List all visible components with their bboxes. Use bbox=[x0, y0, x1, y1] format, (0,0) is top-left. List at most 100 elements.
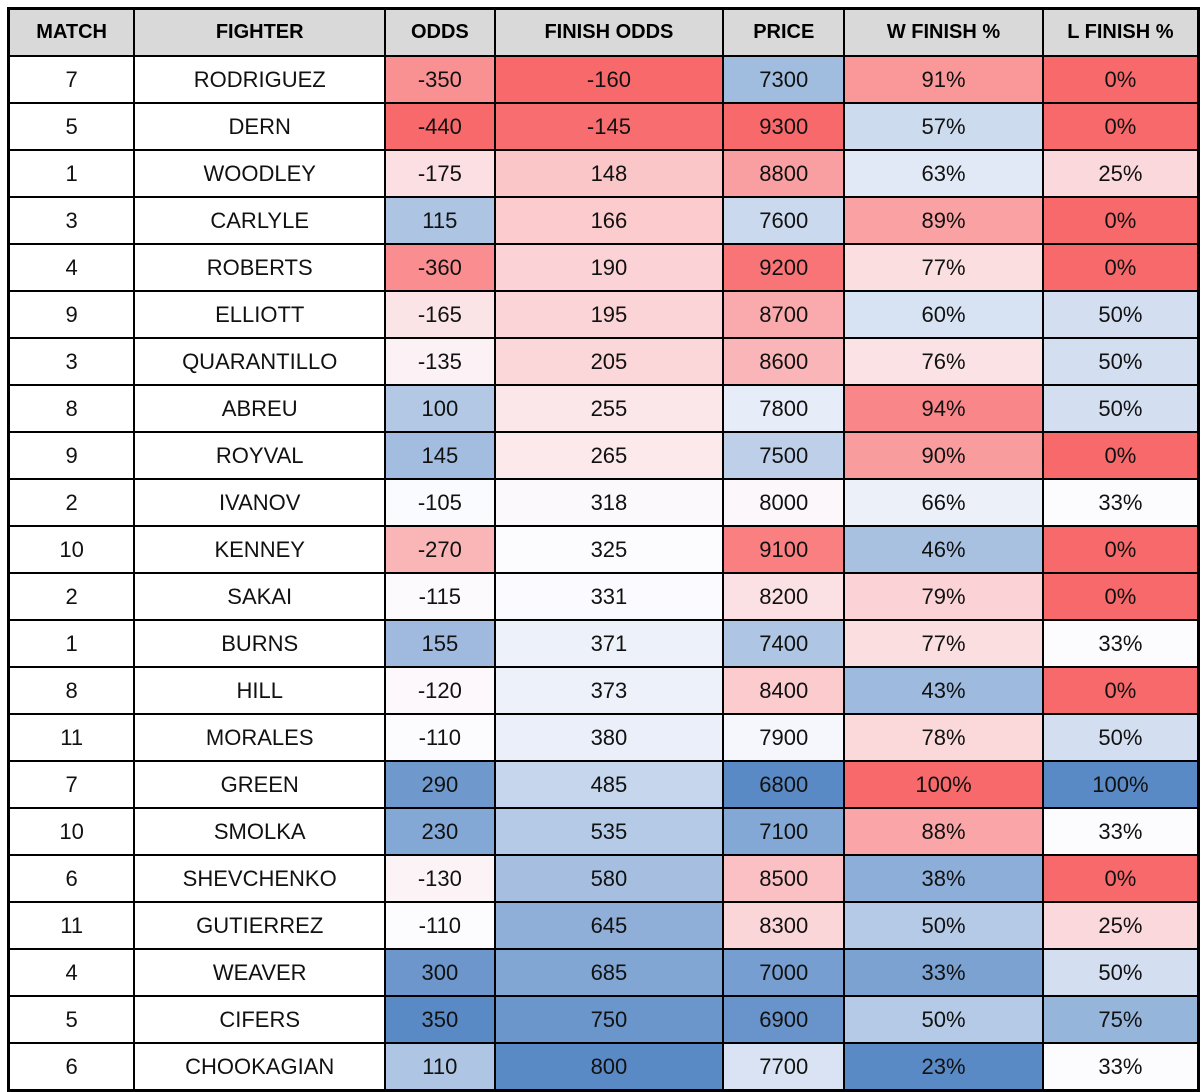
cell-match: 3 bbox=[7, 196, 136, 245]
cell-l_finish_pct: 25% bbox=[1041, 901, 1200, 950]
cell-price: 7300 bbox=[722, 55, 846, 104]
cell-fighter: ELLIOTT bbox=[133, 290, 387, 339]
cell-price: 7500 bbox=[722, 431, 846, 480]
cell-finish_odds: 750 bbox=[493, 995, 725, 1044]
cell-w_finish_pct: 88% bbox=[843, 807, 1044, 856]
cell-l_finish_pct: 0% bbox=[1041, 102, 1200, 151]
cell-fighter: QUARANTILLO bbox=[133, 337, 387, 386]
table-row: 8 HILL -120 373 8400 43% 0% bbox=[7, 666, 1200, 715]
cell-w_finish_pct: 90% bbox=[843, 431, 1044, 480]
cell-match: 5 bbox=[7, 102, 136, 151]
cell-fighter: ROYVAL bbox=[133, 431, 387, 480]
cell-l_finish_pct: 33% bbox=[1041, 1042, 1200, 1092]
fighter-odds-table: MATCH FIGHTER ODDS FINISH ODDS PRICE W FINISH… bbox=[7, 7, 1200, 1092]
cell-w_finish_pct: 57% bbox=[843, 102, 1044, 151]
table-row: 5 CIFERS 350 750 6900 50% 75% bbox=[7, 995, 1200, 1044]
column-header-finish_odds: FINISH ODDS bbox=[493, 7, 725, 57]
cell-finish_odds: 255 bbox=[493, 384, 725, 433]
cell-price: 8000 bbox=[722, 478, 846, 527]
cell-price: 8600 bbox=[722, 337, 846, 386]
table-row: 2 SAKAI -115 331 8200 79% 0% bbox=[7, 572, 1200, 621]
cell-finish_odds: 265 bbox=[493, 431, 725, 480]
cell-odds: -165 bbox=[384, 290, 496, 339]
cell-finish_odds: 485 bbox=[493, 760, 725, 809]
table-row: 9 ELLIOTT -165 195 8700 60% 50% bbox=[7, 290, 1200, 339]
table-row: 4 ROBERTS -360 190 9200 77% 0% bbox=[7, 243, 1200, 292]
cell-fighter: SHEVCHENKO bbox=[133, 854, 387, 903]
table-row: 6 CHOOKAGIAN 110 800 7700 23% 33% bbox=[7, 1042, 1200, 1092]
cell-l_finish_pct: 33% bbox=[1041, 807, 1200, 856]
cell-w_finish_pct: 23% bbox=[843, 1042, 1044, 1092]
table-row: 7 RODRIGUEZ -350 -160 7300 91% 0% bbox=[7, 55, 1200, 104]
cell-match: 4 bbox=[7, 948, 136, 997]
cell-match: 5 bbox=[7, 995, 136, 1044]
cell-finish_odds: 800 bbox=[493, 1042, 725, 1092]
cell-odds: -110 bbox=[384, 713, 496, 762]
cell-w_finish_pct: 60% bbox=[843, 290, 1044, 339]
table-row: 2 IVANOV -105 318 8000 66% 33% bbox=[7, 478, 1200, 527]
cell-w_finish_pct: 76% bbox=[843, 337, 1044, 386]
table-row: 11 GUTIERREZ -110 645 8300 50% 25% bbox=[7, 901, 1200, 950]
cell-fighter: GUTIERREZ bbox=[133, 901, 387, 950]
cell-fighter: IVANOV bbox=[133, 478, 387, 527]
cell-l_finish_pct: 0% bbox=[1041, 525, 1200, 574]
column-header-odds: ODDS bbox=[384, 7, 496, 57]
cell-price: 7900 bbox=[722, 713, 846, 762]
cell-finish_odds: -145 bbox=[493, 102, 725, 151]
cell-price: 7700 bbox=[722, 1042, 846, 1092]
cell-finish_odds: 318 bbox=[493, 478, 725, 527]
cell-l_finish_pct: 0% bbox=[1041, 243, 1200, 292]
cell-match: 11 bbox=[7, 901, 136, 950]
cell-w_finish_pct: 78% bbox=[843, 713, 1044, 762]
cell-match: 11 bbox=[7, 713, 136, 762]
cell-match: 7 bbox=[7, 760, 136, 809]
table-row: 1 BURNS 155 371 7400 77% 33% bbox=[7, 619, 1200, 668]
cell-fighter: SMOLKA bbox=[133, 807, 387, 856]
table-row: 8 ABREU 100 255 7800 94% 50% bbox=[7, 384, 1200, 433]
cell-price: 8200 bbox=[722, 572, 846, 621]
table-row: 1 WOODLEY -175 148 8800 63% 25% bbox=[7, 149, 1200, 198]
cell-finish_odds: 373 bbox=[493, 666, 725, 715]
cell-match: 8 bbox=[7, 666, 136, 715]
cell-match: 6 bbox=[7, 1042, 136, 1092]
cell-price: 8800 bbox=[722, 149, 846, 198]
cell-w_finish_pct: 38% bbox=[843, 854, 1044, 903]
column-header-price: PRICE bbox=[722, 7, 846, 57]
cell-match: 3 bbox=[7, 337, 136, 386]
cell-w_finish_pct: 63% bbox=[843, 149, 1044, 198]
cell-w_finish_pct: 43% bbox=[843, 666, 1044, 715]
cell-w_finish_pct: 94% bbox=[843, 384, 1044, 433]
cell-odds: -130 bbox=[384, 854, 496, 903]
cell-w_finish_pct: 50% bbox=[843, 901, 1044, 950]
cell-match: 10 bbox=[7, 525, 136, 574]
column-header-fighter: FIGHTER bbox=[133, 7, 387, 57]
cell-price: 7000 bbox=[722, 948, 846, 997]
cell-odds: -175 bbox=[384, 149, 496, 198]
table-row: 7 GREEN 290 485 6800 100% 100% bbox=[7, 760, 1200, 809]
cell-l_finish_pct: 50% bbox=[1041, 337, 1200, 386]
column-header-w_finish_pct: W FINISH % bbox=[843, 7, 1044, 57]
table-body: 7 RODRIGUEZ -350 -160 7300 91% 0% 5 DERN -440 -145… bbox=[7, 55, 1200, 1092]
cell-w_finish_pct: 89% bbox=[843, 196, 1044, 245]
table-header: MATCH FIGHTER ODDS FINISH ODDS PRICE W FINISH… bbox=[7, 7, 1200, 57]
cell-price: 9100 bbox=[722, 525, 846, 574]
cell-fighter: ROBERTS bbox=[133, 243, 387, 292]
cell-l_finish_pct: 100% bbox=[1041, 760, 1200, 809]
cell-price: 8700 bbox=[722, 290, 846, 339]
cell-fighter: HILL bbox=[133, 666, 387, 715]
cell-odds: -360 bbox=[384, 243, 496, 292]
cell-w_finish_pct: 33% bbox=[843, 948, 1044, 997]
cell-w_finish_pct: 77% bbox=[843, 619, 1044, 668]
cell-finish_odds: 645 bbox=[493, 901, 725, 950]
cell-price: 8400 bbox=[722, 666, 846, 715]
cell-l_finish_pct: 0% bbox=[1041, 854, 1200, 903]
cell-odds: 155 bbox=[384, 619, 496, 668]
cell-finish_odds: 166 bbox=[493, 196, 725, 245]
cell-w_finish_pct: 79% bbox=[843, 572, 1044, 621]
cell-l_finish_pct: 50% bbox=[1041, 713, 1200, 762]
cell-match: 7 bbox=[7, 55, 136, 104]
cell-match: 10 bbox=[7, 807, 136, 856]
cell-fighter: CARLYLE bbox=[133, 196, 387, 245]
cell-odds: -120 bbox=[384, 666, 496, 715]
cell-l_finish_pct: 0% bbox=[1041, 55, 1200, 104]
